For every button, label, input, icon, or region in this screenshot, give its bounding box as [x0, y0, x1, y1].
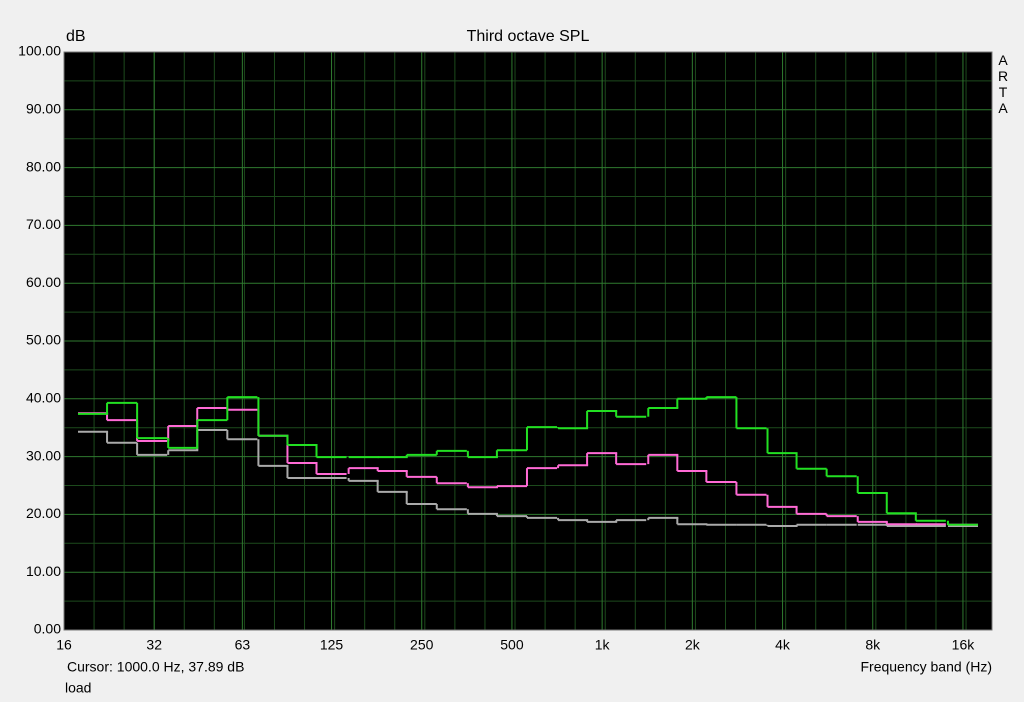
- y-tick-label: 90.00: [26, 101, 61, 117]
- y-tick-label: 40.00: [26, 390, 61, 406]
- x-tick-label: 1k: [595, 637, 611, 653]
- y-tick-label: 60.00: [26, 274, 61, 290]
- x-tick-label: 32: [146, 637, 162, 653]
- note: load: [65, 680, 91, 696]
- series-group: [78, 396, 978, 527]
- y-tick-label: 30.00: [26, 447, 61, 463]
- y-tick-label: 70.00: [26, 216, 61, 232]
- x-tick-label: 8k: [865, 637, 881, 653]
- watermark: ARTA: [997, 52, 1009, 116]
- x-tick-label: 16: [56, 637, 72, 653]
- y-axis-label: dB: [66, 28, 86, 45]
- chart-title: Third octave SPL: [467, 28, 590, 45]
- cursor-readout: Cursor: 1000.0 Hz, 37.89 dB: [67, 659, 244, 675]
- y-tick-label: 0.00: [34, 621, 61, 637]
- y-tick-label: 80.00: [26, 158, 61, 174]
- x-tick-label: 63: [235, 637, 251, 653]
- x-tick-label: 16k: [952, 637, 976, 653]
- grid: [63, 51, 992, 631]
- y-tick-label: 50.00: [26, 332, 61, 348]
- y-tick-label: 100.00: [18, 43, 61, 59]
- x-tick-label: 125: [320, 637, 344, 653]
- x-axis-label: Frequency band (Hz): [860, 659, 992, 675]
- y-tick-label: 10.00: [26, 563, 61, 579]
- y-tick-label: 20.00: [26, 505, 61, 521]
- x-tick-label: 4k: [775, 637, 791, 653]
- x-tick-label: 250: [410, 637, 434, 653]
- x-tick-label: 500: [500, 637, 524, 653]
- x-tick-label: 2k: [685, 637, 701, 653]
- plot-frame: [63, 51, 993, 631]
